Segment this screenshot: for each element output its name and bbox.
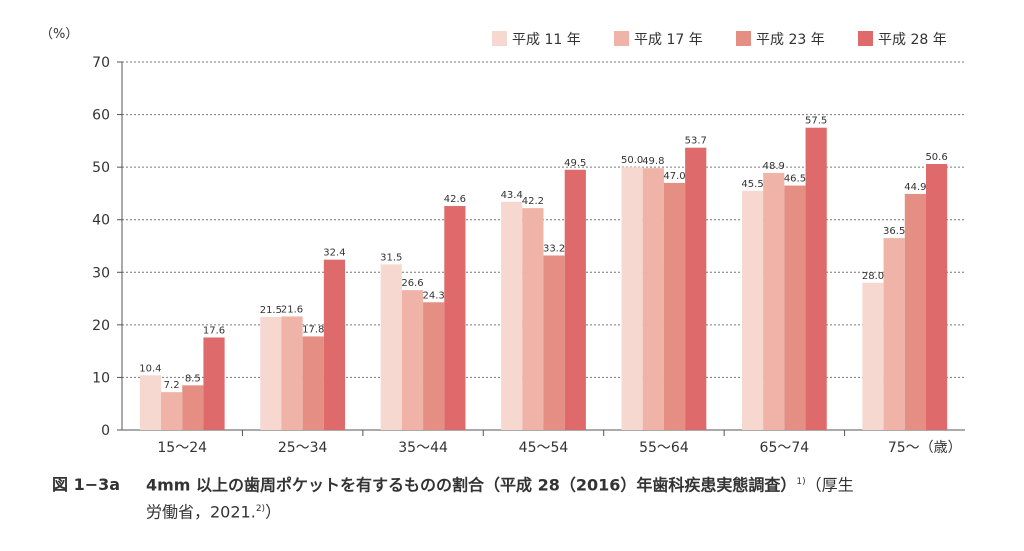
data-label: 8.5 — [185, 373, 201, 384]
legend-label: 平成 11 年 — [512, 32, 581, 48]
x-tick-label: 15～24 — [157, 440, 207, 456]
legend-swatch — [858, 31, 873, 46]
source-start: （厚生 — [805, 475, 854, 495]
bar — [281, 316, 303, 430]
legend-swatch — [492, 31, 507, 46]
source-footnote: 2) — [255, 504, 266, 515]
data-label: 49.8 — [642, 156, 664, 167]
legend-swatch — [736, 31, 751, 46]
data-label: 57.5 — [805, 116, 827, 127]
data-label: 42.6 — [444, 194, 466, 205]
data-label: 46.5 — [784, 174, 806, 185]
figure-title: 4mm 以上の歯周ポケットを有するものの割合（平成 28（2016）年歯科疾患実… — [146, 475, 797, 495]
x-tick-label: 35～44 — [398, 440, 448, 456]
data-label: 50.6 — [925, 152, 947, 163]
y-tick-label: 20 — [92, 318, 110, 334]
bar — [161, 392, 183, 430]
data-label: 36.5 — [883, 226, 905, 237]
data-label: 53.7 — [685, 136, 707, 147]
bar — [621, 167, 643, 430]
legend-label: 平成 17 年 — [634, 32, 703, 48]
bar — [501, 201, 523, 430]
x-tick-label: 65～74 — [760, 440, 810, 456]
y-tick-label: 40 — [92, 213, 110, 229]
data-label: 21.5 — [260, 305, 282, 316]
source-end: ） — [265, 502, 282, 522]
data-label: 43.4 — [501, 190, 523, 201]
data-label: 32.4 — [323, 248, 345, 259]
bar — [444, 206, 466, 430]
bar — [139, 375, 162, 430]
data-label: 21.6 — [281, 304, 303, 315]
bar — [862, 282, 884, 430]
data-label: 24.3 — [423, 290, 445, 301]
data-label: 33.2 — [543, 243, 565, 254]
bar — [423, 302, 445, 430]
data-label: 10.4 — [139, 363, 161, 374]
data-label: 44.9 — [904, 182, 926, 193]
x-tick-label: 55～64 — [639, 440, 689, 456]
bar — [401, 290, 424, 430]
bar — [663, 182, 686, 430]
legend-label: 平成 28 年 — [878, 32, 947, 48]
y-tick-label: 0 — [101, 423, 110, 439]
bar — [182, 385, 204, 430]
y-axis-label: （%） — [40, 27, 78, 42]
bar — [203, 337, 225, 430]
bar — [323, 259, 346, 430]
bar — [925, 163, 948, 430]
data-label: 48.9 — [763, 161, 785, 172]
source-text: 労働省，2021. — [146, 502, 256, 522]
data-label: 7.2 — [164, 380, 180, 391]
data-label: 45.5 — [741, 179, 763, 190]
data-label: 49.5 — [564, 158, 586, 169]
bar — [741, 190, 764, 430]
y-tick-label: 60 — [92, 108, 110, 124]
data-label: 26.6 — [401, 278, 423, 289]
bar — [784, 185, 806, 430]
data-label: 50.0 — [621, 155, 643, 166]
y-tick-label: 30 — [92, 265, 110, 281]
data-label: 31.5 — [380, 252, 402, 263]
y-tick-label: 10 — [92, 370, 110, 386]
bar — [522, 208, 544, 430]
title-footnote: 1) — [796, 477, 806, 487]
figure-label: 図 1−3a — [52, 475, 121, 495]
bar — [904, 193, 926, 430]
data-label: 42.2 — [522, 196, 544, 207]
data-label: 17.6 — [203, 325, 225, 336]
bar — [543, 255, 565, 430]
x-tick-label: 75～（歳） — [888, 440, 962, 456]
x-tick-label: 45～54 — [519, 440, 569, 456]
bar — [302, 336, 324, 430]
bar — [685, 147, 707, 431]
bar — [564, 169, 586, 430]
y-tick-label: 70 — [92, 55, 110, 71]
bar-chart: 0 10 20 30 40 50 60 70 （%） 15～24 10.47.2 8.5 17.6 25～… — [40, 27, 965, 456]
bar — [883, 238, 905, 430]
bar — [763, 172, 785, 430]
data-label: 28.0 — [862, 271, 884, 282]
x-tick-label: 25～34 — [278, 440, 328, 456]
y-tick-label: 50 — [92, 160, 110, 176]
legend-label: 平成 23 年 — [756, 32, 825, 48]
bar — [642, 168, 664, 431]
figure-caption: 図 1−3a 4mm 以上の歯周ポケットを有するものの割合（平成 28（2016）… — [52, 470, 982, 525]
data-label: 17.8 — [302, 324, 324, 335]
bar — [380, 264, 402, 430]
data-label: 47.0 — [663, 171, 685, 182]
bar — [260, 316, 282, 430]
legend-swatch — [614, 31, 629, 46]
bar — [805, 127, 827, 430]
